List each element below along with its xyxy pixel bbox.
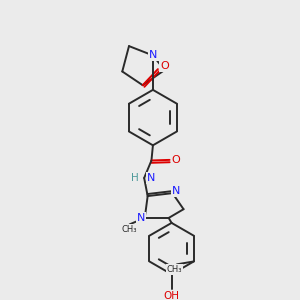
Text: N: N [172,186,180,196]
Text: N: N [149,50,158,60]
Text: CH₃: CH₃ [121,225,137,234]
Text: CH₃: CH₃ [167,265,182,274]
Text: O: O [172,155,180,165]
Text: N: N [137,213,146,223]
Text: OH: OH [164,291,180,300]
Text: O: O [160,61,169,71]
Text: N: N [147,173,155,183]
Text: H: H [131,173,139,183]
